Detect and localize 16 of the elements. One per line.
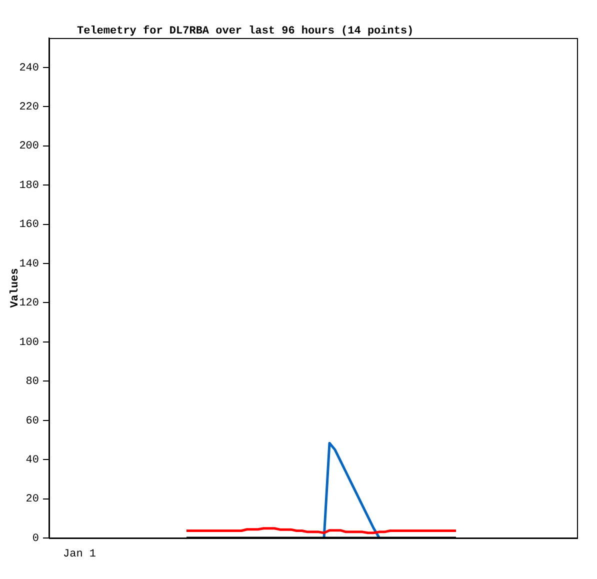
chart-title: Telemetry for DL7RBA over last 96 hours (14 points) bbox=[77, 24, 414, 38]
y-tick-label: 80 bbox=[26, 376, 39, 388]
y-tick-label: 40 bbox=[26, 454, 39, 466]
y-tick-label: 20 bbox=[26, 494, 39, 506]
y-tick-label: 220 bbox=[19, 102, 39, 114]
y-tick-label: 60 bbox=[26, 415, 39, 428]
y-tick-label: 160 bbox=[19, 219, 39, 232]
y-tick-label: 140 bbox=[19, 258, 39, 270]
y-tick-label: 200 bbox=[19, 140, 39, 153]
y-tick-label: 180 bbox=[19, 180, 39, 192]
y-tick-label: 240 bbox=[19, 62, 39, 74]
y-tick-label: 100 bbox=[19, 336, 39, 349]
y-tick-label: 120 bbox=[19, 298, 39, 310]
y-axis-title: Values bbox=[9, 268, 22, 308]
text: Jan 1 bbox=[63, 548, 96, 560]
y-tick-label: 0 bbox=[32, 532, 39, 545]
